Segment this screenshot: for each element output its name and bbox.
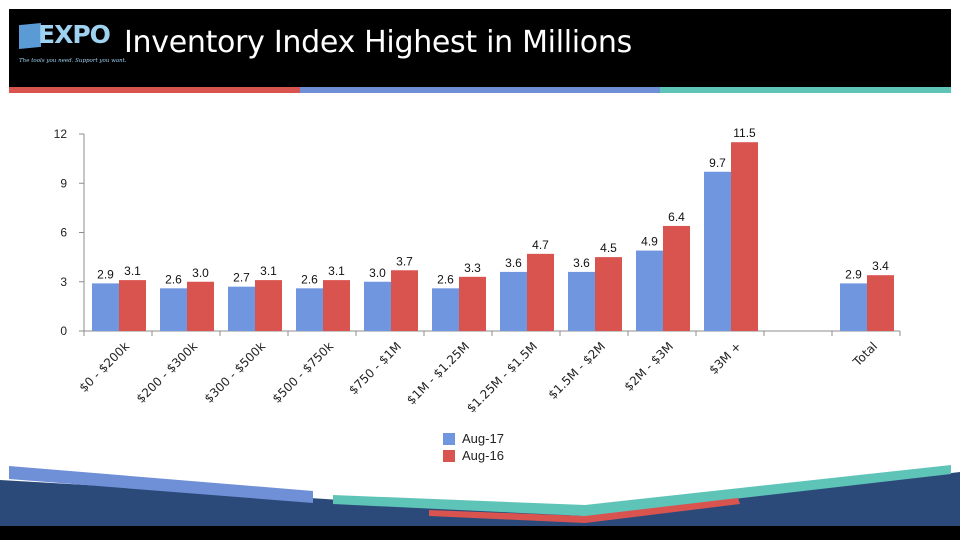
data-label: 11.5 [733, 126, 756, 140]
bar-aug16 [187, 281, 214, 331]
header-stripe-teal [660, 87, 951, 93]
header-bar: EXPO The tools you need. Support you wan… [9, 9, 951, 87]
y-tick-label: 3 [60, 275, 67, 289]
bar-aug17 [160, 288, 187, 331]
footer-teal-band [333, 465, 951, 516]
data-label: 2.7 [233, 271, 250, 285]
data-label: 3.3 [464, 261, 481, 275]
data-label: 3.1 [124, 264, 141, 278]
legend-swatch-aug16 [443, 449, 455, 462]
bar-aug17 [500, 271, 527, 331]
header-stripe-red [9, 87, 300, 93]
bar-aug17 [568, 271, 595, 331]
slide-title: Inventory Index Highest in Millions [124, 25, 632, 60]
bar-aug16 [391, 270, 418, 331]
y-tick-label: 12 [54, 127, 68, 141]
bar-aug17 [364, 281, 391, 331]
chart-legend: Aug-17 Aug-16 [443, 430, 504, 464]
x-tick-label: $300 - $500k [202, 339, 268, 405]
data-label: 3.6 [573, 256, 590, 270]
legend-swatch-aug17 [443, 432, 455, 445]
x-tick-label: Total [850, 339, 880, 369]
y-tick-label: 9 [60, 176, 67, 190]
x-tick-label: $200 - $300k [134, 339, 200, 405]
bar-aug17 [92, 283, 119, 331]
bar-aug17 [636, 250, 663, 331]
x-tick-label: $500 - $750k [270, 339, 336, 405]
data-label: 3.0 [192, 266, 209, 280]
data-label: 3.1 [260, 264, 277, 278]
data-label: 3.0 [369, 266, 386, 280]
logo-tagline: The tools you need. Support you want. [19, 58, 127, 64]
bar-aug16 [867, 275, 894, 331]
bar-aug17 [840, 283, 867, 331]
y-tick-label: 6 [60, 226, 67, 240]
bar-aug16 [731, 142, 758, 331]
bar-aug16 [663, 225, 690, 331]
bar-aug16 [255, 280, 282, 331]
data-label: 4.9 [641, 235, 658, 249]
footer-red-band [429, 498, 740, 523]
data-label: 2.9 [845, 267, 862, 281]
data-label: 2.6 [437, 272, 454, 286]
footer-black-edge [0, 526, 960, 540]
footer-navy-shape [0, 472, 960, 540]
header-stripe-blue [300, 87, 660, 93]
data-label: 6.4 [668, 210, 685, 224]
data-label: 3.7 [396, 254, 413, 268]
bar-aug16 [459, 276, 486, 331]
x-tick-label: $1.25M - $1.5M [464, 339, 540, 415]
y-tick-label: 0 [60, 324, 67, 338]
data-label: 2.6 [165, 272, 182, 286]
x-tick-label: $3M + [706, 339, 744, 377]
data-label: 4.5 [600, 241, 617, 255]
x-tick-label: $0 - $200k [76, 339, 132, 395]
bar-aug16 [323, 280, 350, 331]
x-tick-label: $1M - $1.25M [404, 339, 472, 407]
bar-aug16 [119, 280, 146, 331]
legend-item-aug16: Aug-16 [443, 447, 504, 464]
legend-label-aug17: Aug-17 [462, 431, 504, 446]
bar-aug17 [432, 288, 459, 331]
footer-decoration [0, 465, 960, 540]
legend-item-aug17: Aug-17 [443, 430, 504, 447]
data-label: 4.7 [532, 238, 549, 252]
expo-logo: EXPO The tools you need. Support you wan… [19, 20, 127, 75]
data-label: 2.9 [97, 267, 114, 281]
data-label: 3.1 [328, 264, 345, 278]
data-label: 9.7 [709, 156, 726, 170]
legend-label-aug16: Aug-16 [462, 448, 504, 463]
flag-icon [19, 23, 41, 49]
data-label: 3.6 [505, 256, 522, 270]
bar-aug17 [228, 286, 255, 331]
footer-blue-band [9, 466, 313, 503]
x-tick-label: $750 - $1M [346, 339, 404, 397]
data-label: 2.6 [301, 272, 318, 286]
bar-aug17 [704, 171, 731, 331]
bar-aug16 [595, 257, 622, 331]
bar-aug17 [296, 288, 323, 331]
bar-aug16 [527, 253, 554, 331]
data-label: 3.4 [872, 259, 889, 273]
logo-text: EXPO [38, 20, 111, 49]
x-tick-label: $1.5M - $2M [545, 339, 608, 402]
x-tick-label: $2M - $3M [622, 339, 677, 394]
